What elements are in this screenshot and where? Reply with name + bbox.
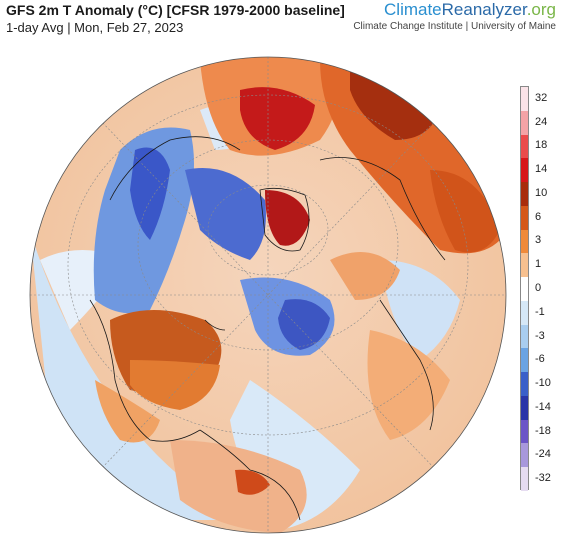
legend-label: -32 [535,472,551,485]
legend-label: -6 [535,353,545,366]
graticule [30,57,506,533]
legend-swatch [521,300,528,326]
map-title: GFS 2m T Anomaly (°C) [CFSR 1979-2000 ba… [6,2,345,18]
legend-label: 32 [535,91,548,104]
legend-swatch [521,395,528,421]
globe-outline [29,56,507,534]
brand-logo[interactable]: ClimateReanalyzer.org Climate Change Ins… [353,0,556,32]
legend-label: -3 [535,329,545,342]
coastlines [89,136,446,521]
legend-label: -10 [535,377,551,390]
legend-label: 0 [535,282,542,294]
greenland-hot [265,190,310,246]
atlantic-warm-east [330,252,400,300]
legend-label: 18 [535,139,548,152]
europe-mild [380,260,460,360]
arctic-hot-core [240,87,315,150]
legend-swatch [521,229,528,254]
brand-institution: Climate Change Institute | University of… [353,21,556,32]
brand-part-reanalyzer: Reanalyzer [441,0,527,19]
legend-swatch [521,253,528,278]
legend-label: -18 [535,424,551,437]
legend-label: -14 [535,400,551,413]
globe [30,57,506,533]
canada-cold [185,168,266,260]
legend-label: 24 [535,115,548,128]
mexico-warm [95,380,160,443]
legend-swatch [521,348,528,373]
map-subtitle: 1-day Avg | Mon, Feb 27, 2023 [6,20,184,35]
legend-swatch [521,277,528,302]
legend-swatch [521,158,528,183]
legend-swatch [521,205,528,231]
legend-swatch [521,443,528,468]
brand-part-climate: Climate [384,0,442,19]
legend-swatch [521,372,528,397]
legend-swatch [521,467,528,492]
legend-label: 10 [535,186,548,199]
legend-swatch [521,419,528,444]
legend-label: 1 [535,258,542,271]
legend-label: 3 [535,234,542,247]
north-africa-warm [367,330,450,440]
legend-label: 6 [535,210,542,223]
legend-swatch [521,134,528,159]
legend-swatch [521,87,528,112]
rockies-deep-cold [130,147,170,240]
legend-label: -1 [535,305,545,318]
south-america-warm-spot [235,469,270,495]
brand-part-org: .org [526,0,556,19]
siberia-hot [350,70,440,140]
legend-swatch [521,182,528,207]
legend-colorbar [520,86,529,492]
southeast-warm [130,360,220,410]
legend-label: -24 [535,448,551,461]
legend-swatch [521,324,528,349]
color-legend: 32 24 18 14 10 6 3 1 0 -1 -3 -6 -10 -14 -18 -24 -32 [520,86,560,492]
legend-label: 14 [535,163,548,176]
north-atlantic-deep-cold [278,299,330,350]
legend-swatch [521,110,528,135]
